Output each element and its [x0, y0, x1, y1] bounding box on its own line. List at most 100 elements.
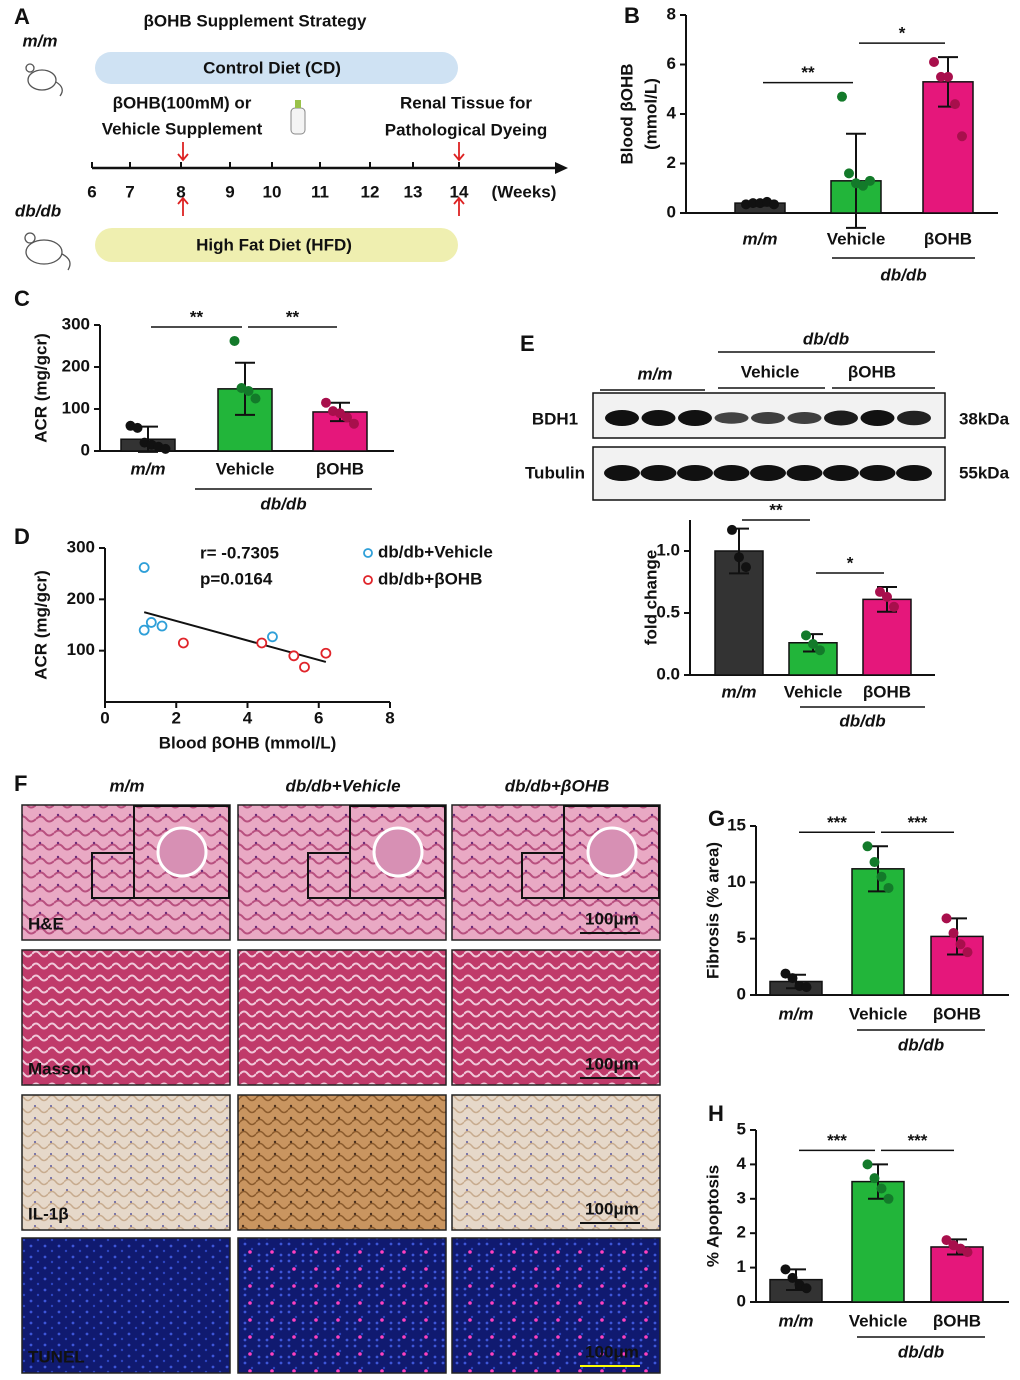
data-point	[780, 1264, 791, 1275]
blot-group: db/db	[803, 329, 849, 348]
legend-marker	[363, 575, 373, 585]
week-label: 8	[176, 182, 185, 201]
panel-a-drawing	[24, 52, 568, 271]
y-tick-label: 10	[727, 872, 746, 891]
x-tick-label: 4	[243, 708, 253, 727]
x-tick-label: βOHB	[863, 682, 911, 701]
annotation: Pathological Dyeing	[385, 120, 547, 139]
panel-label: B	[624, 3, 640, 28]
data-point	[876, 1183, 887, 1194]
y-tick-label: 3	[737, 1188, 746, 1207]
data-point	[955, 939, 966, 950]
y-axis-label: Blood βOHB	[617, 63, 636, 164]
x-tick-label: 2	[172, 708, 181, 727]
inset-box	[307, 852, 351, 899]
data-point	[321, 397, 331, 408]
inset-box	[521, 852, 565, 899]
column-header: db/db+βOHB	[505, 776, 610, 795]
blot-row-label: Tubulin	[525, 463, 585, 482]
significance-label: ***	[908, 813, 928, 832]
legend-label: db/db+Vehicle	[378, 542, 493, 561]
y-tick-label: 300	[67, 537, 95, 556]
scale-bar-label: 100μm	[585, 1342, 639, 1361]
diet-label: High Fat Diet (HFD)	[196, 235, 352, 254]
micrograph	[237, 1094, 447, 1231]
data-point	[288, 650, 300, 662]
data-point	[936, 71, 946, 82]
data-point	[145, 617, 157, 628]
micrograph	[21, 949, 231, 1086]
y-tick-label: 0	[737, 1291, 746, 1310]
axis-unit: (Weeks)	[492, 182, 557, 201]
data-point	[160, 443, 171, 454]
data-point	[883, 1193, 894, 1204]
x-tick-label: Vehicle	[827, 229, 886, 248]
significance-label: ***	[908, 1131, 928, 1150]
panel-label: A	[14, 4, 30, 29]
blot-band	[641, 410, 676, 426]
panel-label: F	[14, 771, 27, 796]
data-point	[320, 647, 332, 659]
data-point	[862, 1159, 873, 1170]
diet-bar	[95, 228, 458, 262]
y-tick-label: 1	[737, 1257, 746, 1276]
blot-band	[823, 465, 859, 481]
glomerulus	[586, 826, 638, 878]
time-arrows	[177, 142, 465, 216]
row-label: H&E	[28, 914, 64, 933]
x-tick-label: βOHB	[316, 459, 364, 478]
column-header: db/db+Vehicle	[285, 776, 400, 795]
week-label: 12	[361, 182, 380, 201]
data-point	[962, 947, 973, 958]
y-axis-label: ACR (mg/gcr)	[31, 570, 50, 680]
data-point	[929, 57, 939, 68]
scale-bar-label: 100μm	[585, 1054, 639, 1073]
data-point	[243, 385, 254, 396]
blot-lane-label: m/m	[638, 364, 673, 383]
legend-label: db/db+βOHB	[378, 569, 482, 588]
scale-bar-label: 100μm	[585, 1199, 639, 1218]
data-point	[138, 562, 150, 573]
blot-band	[897, 410, 931, 426]
x-tick-label: βOHB	[924, 229, 972, 248]
y-tick-label: 0.0	[656, 664, 680, 683]
data-point	[769, 199, 779, 210]
x-tick-label: 0	[100, 708, 109, 727]
annotation: Renal Tissue for	[400, 93, 532, 112]
data-point	[256, 637, 268, 649]
significance-label: **	[190, 307, 204, 326]
x-tick-label: 6	[314, 708, 323, 727]
data-point	[727, 524, 737, 535]
blot-band	[750, 465, 786, 481]
group-label: db/db	[898, 1035, 944, 1054]
data-point	[229, 335, 240, 346]
micrograph	[21, 1237, 231, 1374]
group-label: db/db	[15, 201, 61, 220]
week-label: 9	[225, 182, 234, 201]
y-tick-label: 0	[737, 984, 746, 1003]
week-label: 13	[404, 182, 423, 201]
data-point	[876, 871, 887, 882]
panel-title: βOHB Supplement Strategy	[144, 11, 367, 30]
y-tick-label: 4	[737, 1154, 747, 1173]
data-point	[349, 418, 359, 429]
data-point	[801, 630, 811, 641]
blot-band	[860, 410, 895, 426]
data-point	[177, 637, 189, 649]
annotation: r= -0.7305	[200, 543, 279, 562]
data-point	[943, 71, 953, 82]
y-tick-label: 0.5	[656, 602, 680, 621]
timeline-arrow	[555, 162, 568, 174]
data-point	[883, 882, 894, 893]
week-label: 14	[450, 182, 469, 201]
blot-band	[896, 465, 932, 481]
x-axis-label: Blood βOHB (mmol/L)	[159, 733, 337, 752]
y-tick-label: 5	[737, 1119, 746, 1138]
data-point	[869, 857, 880, 868]
data-point	[948, 928, 959, 939]
data-point	[844, 168, 854, 179]
data-point	[250, 393, 261, 404]
data-point	[132, 422, 143, 433]
data-point	[815, 645, 825, 656]
